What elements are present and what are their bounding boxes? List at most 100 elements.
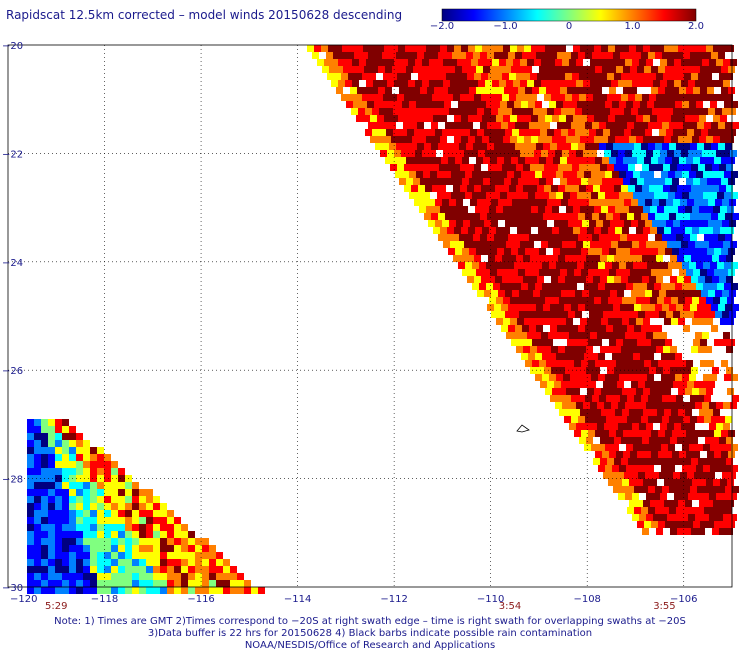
heatmap-cell — [732, 486, 739, 493]
heatmap-cell — [701, 311, 708, 318]
heatmap-cell — [497, 248, 504, 255]
heatmap-cell — [41, 524, 48, 531]
heatmap-cell — [673, 129, 680, 136]
heatmap-cell — [600, 276, 607, 283]
heatmap-cell — [650, 206, 657, 213]
heatmap-cell — [531, 115, 538, 122]
heatmap-cell — [655, 52, 662, 59]
y-tick-label: −26 — [2, 366, 23, 377]
heatmap-cell — [714, 157, 721, 164]
heatmap-cell — [698, 73, 705, 80]
heatmap-cell — [618, 241, 625, 248]
heatmap-cell — [528, 353, 535, 360]
heatmap-cell — [69, 566, 76, 573]
heatmap-cell — [97, 468, 104, 475]
heatmap-cell — [510, 136, 517, 143]
heatmap-cell — [678, 409, 685, 416]
heatmap-cell — [363, 45, 370, 52]
heatmap-cell — [132, 538, 139, 545]
heatmap-cell — [453, 73, 460, 80]
heatmap-cell — [69, 461, 76, 468]
heatmap-cell — [593, 458, 600, 465]
heatmap-cell — [90, 482, 97, 489]
heatmap-cell — [580, 318, 587, 325]
heatmap-cell — [611, 332, 618, 339]
heatmap-cell — [361, 52, 368, 59]
heatmap-cell — [69, 552, 76, 559]
heatmap-cell — [651, 248, 658, 255]
heatmap-cell — [457, 80, 464, 87]
heatmap-cell — [703, 171, 710, 178]
heatmap-cell — [621, 185, 628, 192]
heatmap-cell — [314, 45, 321, 52]
heatmap-cell — [654, 262, 661, 269]
heatmap-cell — [384, 45, 391, 52]
heatmap-cell — [371, 87, 378, 94]
heatmap-cell — [557, 395, 564, 402]
heatmap-cell — [118, 524, 125, 531]
heatmap-cell — [437, 192, 444, 199]
heatmap-cell — [466, 143, 473, 150]
heatmap-cell — [97, 454, 104, 461]
heatmap-cell — [452, 234, 459, 241]
heatmap-cell — [725, 234, 732, 241]
heatmap-cell — [551, 164, 558, 171]
heatmap-cell — [507, 283, 514, 290]
island-outline — [516, 424, 530, 433]
heatmap-cell — [491, 311, 498, 318]
heatmap-cell — [685, 409, 692, 416]
y-tick-label: −24 — [2, 258, 23, 269]
heatmap-cell — [665, 157, 672, 164]
heatmap-cell — [707, 521, 714, 528]
heatmap-cell — [542, 262, 549, 269]
heatmap-cell — [365, 129, 372, 136]
heatmap-cell — [181, 566, 188, 573]
heatmap-cell — [518, 157, 525, 164]
heatmap-cell — [509, 94, 516, 101]
heatmap-cell — [713, 409, 720, 416]
heatmap-cell — [367, 101, 374, 108]
heatmap-cell — [69, 503, 76, 510]
heatmap-cell — [664, 479, 671, 486]
heatmap-cell — [578, 122, 585, 129]
heatmap-cell — [598, 171, 605, 178]
heatmap-cell — [618, 423, 625, 430]
heatmap-cell — [669, 507, 676, 514]
heatmap-cell — [594, 45, 601, 52]
heatmap-cell — [461, 115, 468, 122]
heatmap-cell — [615, 227, 622, 234]
heatmap-cell — [394, 150, 401, 157]
heatmap-cell — [708, 220, 715, 227]
heatmap-cell — [573, 297, 580, 304]
heatmap-cell — [630, 87, 637, 94]
heatmap-cell — [536, 52, 543, 59]
heatmap-cell — [111, 566, 118, 573]
heatmap-cell — [517, 45, 524, 52]
heatmap-cell — [685, 45, 692, 52]
heatmap-cell — [517, 318, 524, 325]
heatmap-cell — [707, 87, 714, 94]
heatmap-cell — [587, 136, 594, 143]
heatmap-cell — [125, 531, 132, 538]
heatmap-cell — [691, 164, 698, 171]
heatmap-cell — [375, 143, 382, 150]
heatmap-cell — [701, 381, 708, 388]
heatmap-cell — [626, 444, 633, 451]
heatmap-cell — [667, 59, 674, 66]
heatmap-cell — [623, 66, 630, 73]
heatmap-cell — [622, 45, 629, 52]
heatmap-cell — [713, 500, 720, 507]
heatmap-cell — [604, 150, 611, 157]
heatmap-cell — [620, 122, 627, 129]
heatmap-cell — [644, 451, 651, 458]
heatmap-cell — [530, 276, 537, 283]
heatmap-cell — [27, 461, 34, 468]
heatmap-cell — [638, 472, 645, 479]
heatmap-cell — [464, 59, 471, 66]
heatmap-cell — [667, 80, 674, 87]
heatmap-cell — [463, 220, 470, 227]
heatmap-cell — [453, 164, 460, 171]
heatmap-cell — [422, 150, 429, 157]
heatmap-cell — [511, 269, 518, 276]
heatmap-cell — [716, 80, 723, 87]
